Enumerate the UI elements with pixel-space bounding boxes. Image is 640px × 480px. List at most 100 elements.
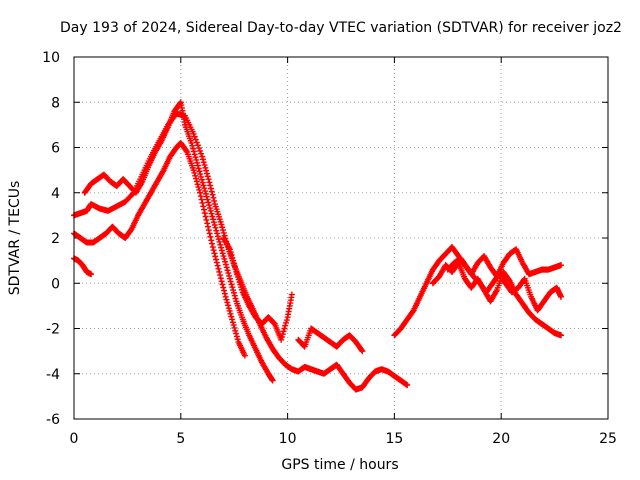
data-point-interp: [215, 265, 222, 272]
data-point: [190, 167, 197, 174]
data-point: [278, 336, 285, 343]
data-point-interp: [209, 213, 216, 220]
plot-frame: [73, 56, 609, 420]
data-point-interp: [199, 199, 206, 206]
data-point: [241, 352, 248, 359]
x-axis-label: GPS time / hours: [281, 457, 398, 473]
data-point: [222, 293, 229, 300]
data-point-interp: [217, 272, 224, 279]
data-point: [199, 153, 206, 160]
data-point-interp: [202, 188, 209, 195]
data-point-interp: [231, 292, 238, 299]
data-point-interp: [229, 254, 236, 261]
data-point-interp: [204, 196, 211, 203]
data-point-interp: [219, 250, 226, 257]
data-point-interp: [222, 258, 229, 265]
data-point-interp: [203, 170, 210, 177]
data-point-interp: [232, 295, 239, 302]
data-point-interp: [234, 336, 241, 343]
data-point-interp: [191, 169, 198, 176]
data-point-interp: [198, 176, 205, 183]
data-point-interp: [206, 179, 213, 186]
y-tick-label: 2: [51, 231, 60, 247]
data-point-interp: [227, 249, 234, 256]
data-point-interp: [230, 322, 237, 329]
data-point-interp: [211, 197, 218, 204]
data-point-interp: [282, 322, 289, 329]
data-point: [229, 316, 236, 323]
data-point-interp: [200, 159, 207, 166]
data-point-interp: [183, 147, 190, 154]
data-point: [209, 244, 216, 251]
y-tick-label: 8: [51, 95, 60, 111]
data-point-interp: [230, 260, 237, 267]
data-point-interp: [215, 236, 222, 243]
data-point-interp: [193, 139, 200, 146]
data-point-interp: [229, 319, 236, 326]
data-point: [288, 291, 295, 298]
data-point-interp: [194, 159, 201, 166]
x-tick-label: 25: [599, 431, 617, 447]
data-point-interp: [207, 185, 214, 192]
data-point-interp: [232, 266, 239, 273]
data-point-interp: [214, 262, 221, 269]
data-point-interp: [210, 216, 217, 223]
data-point-interp: [218, 247, 225, 254]
data-point-interp: [233, 333, 240, 340]
data-point-interp: [281, 325, 288, 332]
data-point-interp: [213, 256, 220, 263]
data-point-interp: [222, 261, 229, 268]
data-point: [220, 253, 227, 260]
data-point-interp: [227, 278, 234, 285]
data-point-interp: [224, 299, 231, 306]
data-point-interp: [199, 156, 206, 163]
data-point-interp: [200, 182, 207, 189]
data-point-interp: [207, 233, 214, 240]
data-point-interp: [212, 253, 219, 260]
data-point: [194, 162, 201, 169]
data-point-interp: [197, 147, 204, 154]
data-point-interp: [198, 150, 205, 157]
data-point: [269, 377, 276, 384]
y-tick-label: 10: [42, 50, 60, 66]
data-point-interp: [231, 324, 238, 331]
data-point-interp: [221, 287, 228, 294]
data-point-interp: [202, 164, 209, 171]
data-point-interp: [213, 227, 220, 234]
data-point-interp: [228, 251, 235, 258]
data-point-interp: [201, 210, 208, 217]
data-point-interp: [214, 233, 221, 240]
data-point-interp: [205, 223, 212, 230]
data-point-interp: [219, 224, 226, 231]
data-point-interp: [227, 310, 234, 317]
data-point-interp: [230, 257, 237, 264]
data-point-interp: [194, 181, 201, 188]
data-point-interp: [229, 284, 236, 291]
data-point-interp: [192, 172, 199, 179]
data-point: [558, 332, 565, 339]
data-point-interp: [228, 281, 235, 288]
data-point-interp: [191, 151, 198, 158]
data-point-interp: [358, 346, 365, 353]
data-point-interp: [230, 289, 237, 296]
data-point: [201, 185, 208, 192]
data-point-interp: [225, 302, 232, 309]
y-tick-label: 0: [51, 276, 60, 292]
data-point-interp: [218, 278, 225, 285]
y-tick-label: -4: [46, 367, 60, 383]
data-point-interp: [208, 210, 215, 217]
data-point-interp: [209, 240, 216, 247]
data-point-interp: [198, 173, 205, 180]
data-point: [205, 176, 212, 183]
x-tick-label: 0: [70, 431, 79, 447]
y-tick-label: 6: [51, 141, 60, 157]
data-point-interp: [217, 275, 224, 282]
data-point-interp: [211, 250, 218, 257]
data-point-interp: [205, 199, 212, 206]
data-point-interp: [194, 142, 201, 149]
data-point: [359, 348, 366, 355]
data-point-interp: [192, 136, 199, 143]
points-layer: [71, 99, 565, 393]
data-point: [207, 207, 214, 214]
data-point-interp: [197, 193, 204, 200]
